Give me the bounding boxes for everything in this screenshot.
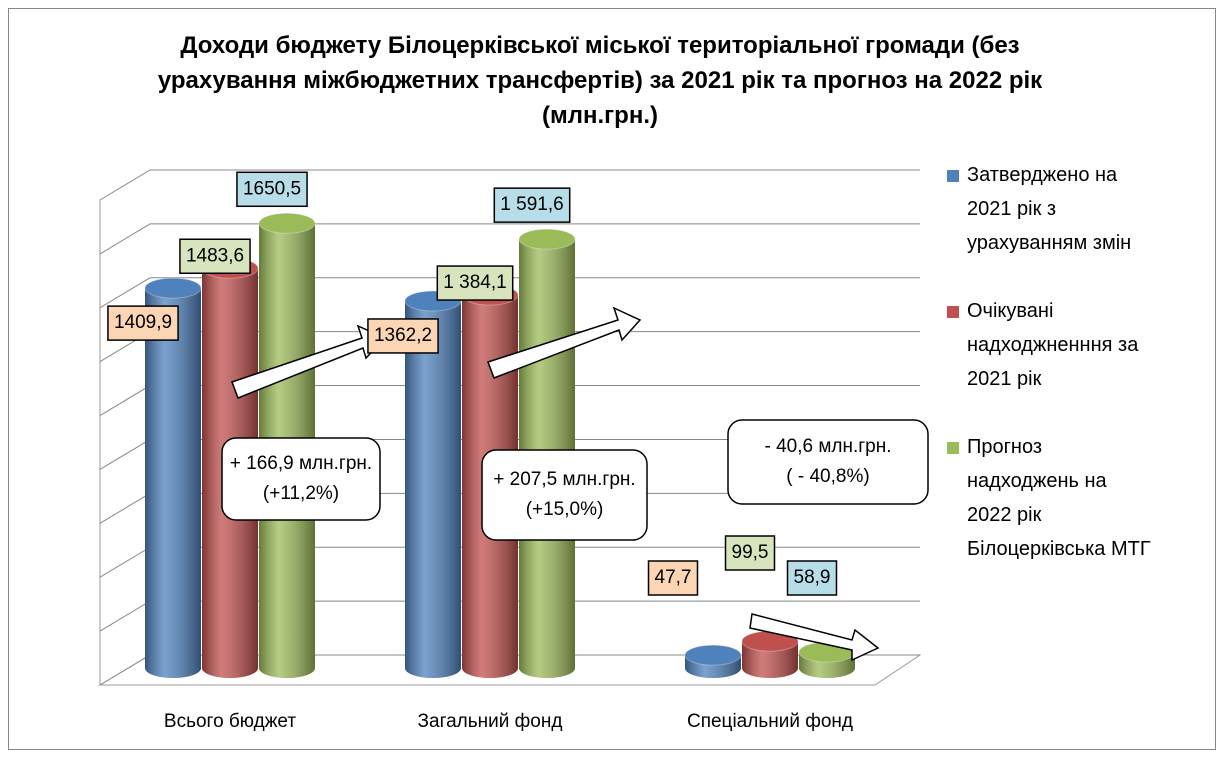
data-label-box [367,318,439,354]
legend-item: Затверджено на 2021 рік з урахуванням зм… [945,158,1155,260]
chart-frame [8,8,1216,750]
data-label-box [493,187,571,223]
annotation-box [727,419,929,505]
chart-title: Доходи бюджету Білоцерківської міської т… [157,32,1043,129]
annotation: (+15,0%) [526,499,604,520]
arrow [487,306,642,379]
data-label-box [647,560,699,596]
bar-part [145,288,201,678]
x-tick-label: Всього бюджет [164,711,296,732]
bar-part [258,212,316,234]
legend-swatch [947,442,959,454]
bar [144,277,202,678]
data-label: 1 384,1 [443,272,506,293]
grid-line [99,277,920,309]
legend-item: Очікувані надходжненння за 2021 рік [945,294,1155,396]
bar-part [742,641,798,678]
annotation-box [221,437,381,521]
annotation: + 207,5 млн.грн. [493,469,635,490]
data-label-box [107,305,179,341]
data-label-box [786,560,838,596]
data-label: 1409,9 [114,312,172,333]
bar [741,630,799,678]
data-label-box [724,535,776,571]
bar-part [518,228,576,250]
legend-item: Прогноз надходжень на 2022 рік Білоцеркі… [945,430,1155,566]
data-label: 99,5 [732,542,769,563]
annotation: + 166,9 млн.грн. [230,453,372,474]
data-label: 1483,6 [186,245,244,266]
bar [798,641,856,678]
x-tick-label: Спеціальний фонд [687,711,853,732]
annotation-box [481,449,648,541]
legend-label: Затверджено на 2021 рік з урахуванням зм… [967,164,1132,254]
arrow [749,613,880,662]
x-tick-label: Загальний фонд [418,711,563,732]
legend: Затверджено на 2021 рік з урахуванням зм… [945,158,1155,600]
legend-label: Очікувані надходжненння за 2021 рік [967,300,1139,390]
data-label: 58,9 [794,567,831,588]
bar-part [405,300,461,678]
bar [684,644,742,678]
legend-swatch [947,170,959,182]
data-label: 47,7 [655,567,692,588]
data-label: 1 591,6 [500,194,563,215]
annotation: - 40,6 млн.грн. [764,436,891,457]
data-label: 1650,5 [243,178,301,199]
grid-line [99,169,920,201]
annotation: (+11,2%) [263,483,339,504]
legend-swatch [947,306,959,318]
data-label-box [436,265,514,301]
legend-label: Прогноз надходжень на 2022 рік Білоцеркі… [967,436,1151,560]
grid-line [99,223,920,255]
bar-part [144,277,202,299]
bar [404,290,462,678]
data-label-box [179,238,251,275]
data-label-box [236,171,308,208]
bar-part [684,644,742,666]
annotation: ( - 40,8%) [786,466,869,487]
data-label: 1362,2 [374,325,432,346]
